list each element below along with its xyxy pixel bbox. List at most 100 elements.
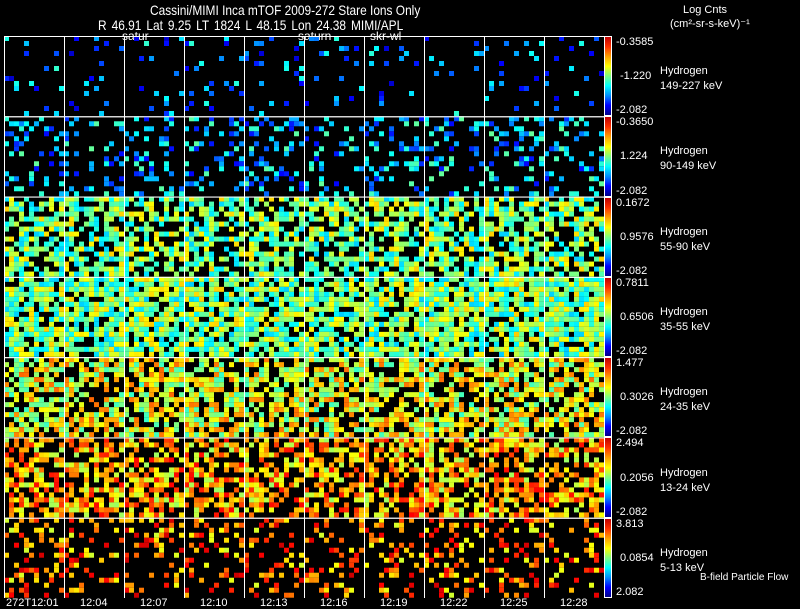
heatmap-cell bbox=[114, 387, 119, 393]
heatmap-cell bbox=[414, 362, 419, 368]
heatmap-cell bbox=[434, 246, 439, 252]
heatmap-cell bbox=[24, 467, 29, 473]
heatmap-cell bbox=[484, 246, 489, 252]
heatmap-cell bbox=[124, 311, 129, 317]
heatmap-cell bbox=[549, 321, 554, 327]
heatmap-cell bbox=[519, 296, 524, 302]
heatmap-cell bbox=[574, 196, 579, 202]
heatmap-cell bbox=[264, 432, 269, 438]
heatmap-cell bbox=[314, 266, 319, 272]
heatmap-cell bbox=[319, 357, 324, 363]
heatmap-cell bbox=[269, 101, 274, 106]
heatmap-cell bbox=[234, 412, 239, 418]
heatmap-cell bbox=[594, 256, 599, 262]
heatmap-cell bbox=[114, 336, 119, 342]
heatmap-cell bbox=[174, 357, 179, 363]
heatmap-cell bbox=[569, 156, 574, 162]
heatmap-cell bbox=[89, 241, 94, 247]
heatmap-cell bbox=[324, 251, 329, 257]
heatmap-cell bbox=[334, 377, 339, 383]
heatmap-cell bbox=[314, 336, 319, 342]
heatmap-cell bbox=[359, 321, 364, 327]
heatmap-cell bbox=[269, 121, 274, 127]
heatmap-cell bbox=[469, 346, 474, 352]
heatmap-cell bbox=[279, 256, 284, 262]
heatmap-cell bbox=[99, 457, 104, 463]
heatmap-cell bbox=[389, 131, 394, 137]
heatmap-cell bbox=[269, 286, 274, 292]
heatmap-cell bbox=[4, 196, 9, 202]
heatmap-cell bbox=[419, 256, 424, 262]
heatmap-cell bbox=[9, 377, 14, 383]
heatmap-cell bbox=[579, 241, 584, 247]
heatmap-cell bbox=[584, 321, 589, 327]
heatmap-cell bbox=[54, 497, 59, 503]
heatmap-cell bbox=[339, 336, 344, 342]
heatmap-cell bbox=[119, 241, 124, 247]
heatmap-cell bbox=[204, 362, 209, 368]
heatmap-cell bbox=[439, 231, 444, 237]
legend-units: (cm²-sr-s-keV)⁻¹ bbox=[670, 18, 750, 30]
heatmap-cell bbox=[209, 221, 214, 227]
heatmap-cell bbox=[69, 502, 74, 508]
heatmap-cell bbox=[34, 387, 39, 393]
heatmap-cell bbox=[179, 357, 184, 363]
heatmap-cell bbox=[104, 397, 109, 403]
heatmap-cell bbox=[59, 367, 64, 373]
heatmap-cell bbox=[599, 281, 604, 287]
heatmap-cell bbox=[414, 206, 419, 212]
heatmap-cell bbox=[4, 171, 9, 177]
heatmap-cell bbox=[364, 176, 369, 182]
heatmap-cell bbox=[459, 311, 464, 317]
heatmap-cell bbox=[564, 211, 569, 217]
heatmap-cell bbox=[364, 286, 369, 292]
heatmap-cell bbox=[299, 331, 304, 337]
heatmap-cell bbox=[289, 146, 294, 152]
heatmap-cell bbox=[519, 266, 524, 272]
heatmap-cell bbox=[344, 256, 349, 262]
heatmap-cell bbox=[484, 402, 489, 408]
heatmap-cell bbox=[539, 387, 544, 393]
heatmap-cell bbox=[54, 331, 59, 337]
heatmap-cell bbox=[554, 351, 559, 357]
heatmap-cell bbox=[69, 316, 74, 322]
heatmap-cell bbox=[74, 357, 79, 363]
heatmap-cell bbox=[359, 326, 364, 332]
heatmap-cell bbox=[304, 331, 309, 337]
heatmap-cell bbox=[174, 382, 179, 388]
heatmap-cell bbox=[344, 271, 349, 277]
heatmap-cell bbox=[419, 301, 424, 307]
heatmap-cell bbox=[44, 402, 49, 408]
heatmap-cell bbox=[329, 336, 334, 342]
heatmap-cell bbox=[484, 367, 489, 373]
heatmap-cell bbox=[514, 291, 519, 297]
heatmap-cell bbox=[524, 341, 529, 347]
heatmap-cell bbox=[119, 126, 124, 132]
heatmap-cell bbox=[499, 367, 504, 373]
heatmap-cell bbox=[579, 41, 584, 46]
heatmap-cell bbox=[114, 417, 119, 423]
heatmap-cell bbox=[184, 291, 189, 297]
heatmap-cell bbox=[19, 261, 24, 267]
heatmap-cell bbox=[504, 326, 509, 332]
heatmap-cell bbox=[24, 226, 29, 232]
heatmap-cell bbox=[414, 321, 419, 327]
heatmap-cell bbox=[114, 296, 119, 302]
heatmap-cell bbox=[379, 206, 384, 212]
heatmap-cell bbox=[109, 331, 114, 337]
heatmap-cell bbox=[274, 246, 279, 252]
heatmap-cell bbox=[59, 251, 64, 257]
heatmap-cell bbox=[234, 146, 239, 152]
heatmap-cell bbox=[279, 336, 284, 342]
heatmap-cell bbox=[114, 156, 119, 162]
heatmap-cell bbox=[489, 382, 494, 388]
heatmap-cell bbox=[524, 201, 529, 207]
heatmap-cell bbox=[24, 291, 29, 297]
heatmap-cell bbox=[574, 402, 579, 408]
heatmap-cell bbox=[64, 306, 69, 312]
heatmap-cell bbox=[499, 357, 504, 363]
heatmap-cell bbox=[484, 96, 489, 101]
heatmap-cell bbox=[59, 407, 64, 413]
heatmap-cell bbox=[19, 362, 24, 368]
heatmap-cell bbox=[579, 351, 584, 357]
